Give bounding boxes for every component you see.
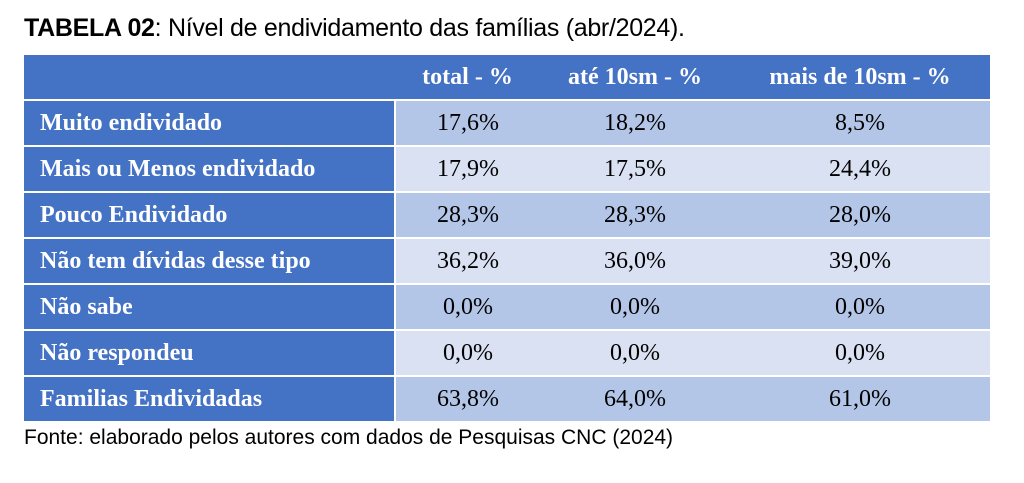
table-row: Mais ou Menos endividado 17,9% 17,5% 24,4%	[24, 146, 990, 193]
debt-table: total - % até 10sm - % mais de 10sm - % …	[24, 55, 990, 423]
header-cell: até 10sm - %	[540, 55, 730, 101]
value-cell: 36,0%	[540, 238, 730, 285]
header-cell: total - %	[395, 55, 540, 101]
table-row: Muito endividado 17,6% 18,2% 8,5%	[24, 100, 990, 147]
value-cell: 0,0%	[730, 284, 990, 331]
value-cell: 17,5%	[540, 146, 730, 193]
row-label: Muito endividado	[24, 100, 396, 147]
table-row: Não respondeu 0,0% 0,0% 0,0%	[24, 330, 990, 377]
value-cell: 39,0%	[730, 238, 990, 285]
row-label: Mais ou Menos endividado	[24, 146, 396, 193]
value-cell: 24,4%	[730, 146, 990, 193]
value-cell: 8,5%	[730, 100, 990, 147]
value-cell: 36,2%	[395, 238, 540, 285]
row-label: Não sabe	[24, 284, 396, 331]
value-cell: 0,0%	[395, 330, 540, 377]
value-cell: 63,8%	[395, 376, 540, 423]
value-cell: 0,0%	[730, 330, 990, 377]
table-row: Familias Endividadas 63,8% 64,0% 61,0%	[24, 376, 990, 423]
value-cell: 28,3%	[540, 192, 730, 239]
row-label: Familias Endividadas	[24, 376, 396, 423]
table-row: Pouco Endividado 28,3% 28,3% 28,0%	[24, 192, 990, 239]
row-label: Não tem dívidas desse tipo	[24, 238, 396, 285]
value-cell: 17,9%	[395, 146, 540, 193]
value-cell: 28,0%	[730, 192, 990, 239]
header-row: total - % até 10sm - % mais de 10sm - %	[24, 55, 990, 101]
value-cell: 17,6%	[395, 100, 540, 147]
value-cell: 0,0%	[540, 284, 730, 331]
value-cell: 0,0%	[540, 330, 730, 377]
source-note: Fonte: elaborado pelos autores com dados…	[24, 426, 674, 449]
row-label: Não respondeu	[24, 330, 396, 377]
header-cell: mais de 10sm - %	[730, 55, 990, 101]
table-row: Não tem dívidas desse tipo 36,2% 36,0% 39,0…	[24, 238, 990, 285]
title-text: : Nível de endividamento das famílias (a…	[154, 14, 685, 42]
title-label: TABELA 02	[24, 14, 155, 42]
table-row: Não sabe 0,0% 0,0% 0,0%	[24, 284, 990, 331]
table-title: TABELA 02: Nível de endividamento das fa…	[24, 14, 685, 43]
value-cell: 64,0%	[540, 376, 730, 423]
header-cell	[24, 55, 395, 101]
value-cell: 0,0%	[395, 284, 540, 331]
value-cell: 18,2%	[540, 100, 730, 147]
value-cell: 61,0%	[730, 376, 990, 423]
value-cell: 28,3%	[395, 192, 540, 239]
row-label: Pouco Endividado	[24, 192, 396, 239]
